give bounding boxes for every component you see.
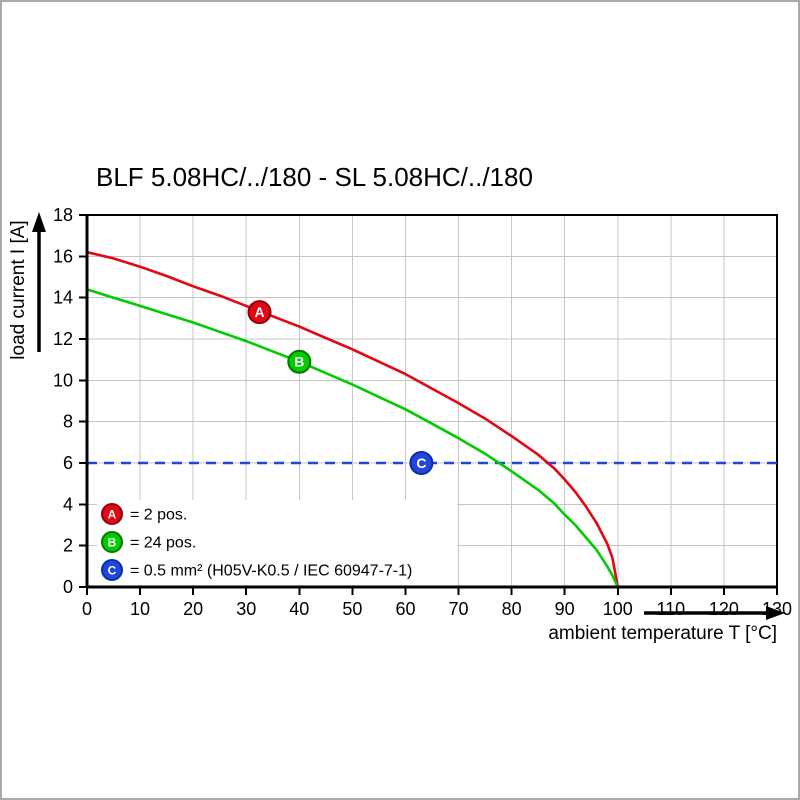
x-tick-label: 10 bbox=[130, 599, 150, 619]
curve-markers: A B C bbox=[247, 300, 434, 475]
x-axis-arrowhead-icon bbox=[766, 606, 785, 620]
curve-A bbox=[86, 250, 620, 588]
x-axis-label: ambient temperature T [°C] bbox=[548, 623, 777, 644]
legend-label-C: = 0.5 mm² (H05V-K0.5 / IEC 60947-7-1) bbox=[130, 563, 412, 580]
x-tick-label: 50 bbox=[342, 599, 362, 619]
x-tick-label: 70 bbox=[449, 599, 469, 619]
marker-A bbox=[247, 300, 272, 325]
marker-C bbox=[409, 451, 434, 475]
y-tick-label: 14 bbox=[53, 288, 73, 308]
y-tick-label: 10 bbox=[53, 370, 73, 390]
y-tick-label: 8 bbox=[63, 412, 73, 432]
y-tick-label: 12 bbox=[53, 329, 73, 349]
x-tick-label: 40 bbox=[289, 599, 309, 619]
x-tick-label: 120 bbox=[709, 599, 739, 619]
legend-marker-letter-B: B bbox=[108, 536, 117, 550]
y-tick-label: 0 bbox=[63, 577, 73, 597]
marker-letter-C: C bbox=[416, 455, 426, 471]
y-tick-label: 2 bbox=[63, 536, 73, 556]
marker-letter-A: A bbox=[254, 304, 264, 320]
x-tick-label: 0 bbox=[82, 599, 92, 619]
legend-marker-B bbox=[101, 531, 123, 553]
legend-marker-letter-A: A bbox=[108, 508, 117, 522]
y-tick-label: 16 bbox=[53, 246, 73, 266]
x-tick-label: 90 bbox=[555, 599, 575, 619]
legend-marker-C bbox=[101, 559, 123, 581]
marker-B bbox=[287, 349, 312, 374]
legend-marker-A bbox=[101, 503, 123, 525]
x-tick-label: 80 bbox=[502, 599, 522, 619]
x-tick-label: 110 bbox=[656, 599, 685, 619]
chart-title: BLF 5.08HC/../180 - SL 5.08HC/../180 bbox=[96, 162, 533, 192]
curve-B bbox=[86, 288, 619, 588]
legend-background bbox=[97, 500, 457, 585]
y-axis-label: load current I [A] bbox=[8, 220, 29, 359]
y-axis-arrowhead-icon bbox=[32, 212, 46, 232]
x-tick-label: 100 bbox=[603, 599, 633, 619]
y-tick-label: 18 bbox=[53, 205, 73, 225]
x-tick-label: 60 bbox=[395, 599, 415, 619]
y-tick-label: 6 bbox=[63, 453, 73, 473]
marker-letter-B: B bbox=[294, 354, 304, 370]
legend-label-A: = 2 pos. bbox=[130, 507, 187, 524]
x-tick-label: 20 bbox=[183, 599, 203, 619]
curves bbox=[86, 250, 620, 588]
legend-marker-letter-C: C bbox=[108, 564, 117, 578]
legend: A = 2 pos. B = 24 pos. C = 0.5 mm² (H05V-K0.5… bbox=[101, 503, 412, 581]
x-tick-label: 30 bbox=[236, 599, 256, 619]
y-tick-label: 4 bbox=[63, 494, 73, 514]
legend-label-B: = 24 pos. bbox=[130, 535, 196, 552]
